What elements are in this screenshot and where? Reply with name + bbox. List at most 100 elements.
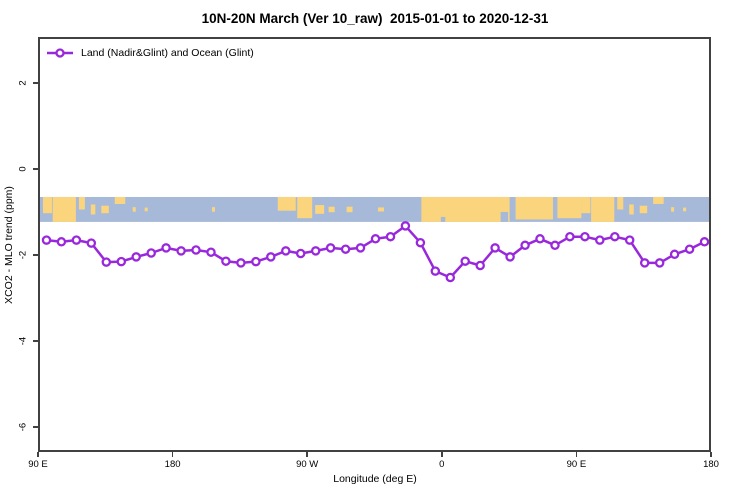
x-tick-label: 90 E (28, 459, 48, 470)
chart-canvas (40, 196, 709, 283)
map-strip-land (629, 204, 634, 215)
y-tick-mark (33, 168, 38, 170)
map-strip-water (440, 216, 446, 222)
data-point-marker (146, 248, 156, 258)
x-axis-title: Longitude (deg E) (333, 473, 417, 485)
map-strip-land (581, 196, 591, 214)
y-tick-label: -2 (17, 250, 29, 260)
data-point-marker (490, 243, 500, 253)
legend-line-marker-icon (47, 48, 73, 58)
map-strip-land (52, 196, 76, 222)
map-strip-land (617, 196, 624, 210)
data-point-marker (400, 221, 411, 231)
data-point-marker (295, 248, 306, 259)
data-point-marker (699, 237, 709, 247)
map-strip-land (346, 206, 353, 213)
map-strip-land (683, 207, 687, 212)
data-point-marker (624, 235, 635, 245)
map-strip-water (500, 211, 509, 222)
map-strip-land (90, 204, 96, 215)
y-axis-title: XCO2 - MLO trend (ppm) (3, 186, 15, 304)
x-tick-mark (575, 452, 578, 457)
data-point-marker (71, 235, 82, 245)
y-tick-mark (33, 340, 38, 342)
data-point-marker (475, 260, 485, 271)
data-point-marker (116, 256, 127, 267)
data-point-marker (281, 246, 291, 256)
y-tick-mark (33, 254, 38, 256)
y-tick-label: 0 (17, 166, 29, 172)
map-strip-land (114, 196, 126, 204)
y-tick-mark (33, 426, 38, 428)
map-strip-land (671, 207, 675, 212)
x-tick-mark (441, 452, 443, 457)
data-point-marker (370, 234, 381, 244)
data-point-marker (325, 243, 336, 253)
x-tick-mark (37, 452, 39, 457)
map-strip-land (639, 205, 648, 214)
data-point-marker (385, 231, 396, 242)
data-point-marker (550, 240, 560, 251)
map-strip-land (328, 206, 335, 213)
data-point-marker (131, 252, 141, 262)
data-point-marker (595, 235, 605, 245)
y-tick-mark (33, 82, 38, 84)
data-point-marker (520, 240, 530, 251)
data-point-marker (654, 258, 665, 268)
data-point-marker (669, 249, 680, 260)
map-strip-land (515, 196, 553, 220)
data-point-marker (610, 231, 620, 242)
map-strip-land (101, 205, 109, 214)
data-point-marker (310, 246, 321, 256)
data-point-marker (340, 244, 351, 254)
data-point-marker (41, 235, 52, 245)
data-point-marker (101, 257, 112, 267)
map-strip-land (78, 196, 85, 210)
x-tick-mark (710, 452, 712, 457)
chart-title: 10N-20N March (Ver 10_raw) 2015-01-01 to… (201, 11, 549, 26)
x-tick-label: 180 (164, 459, 181, 470)
data-point-marker (176, 246, 186, 256)
x-tick-label: 0 (439, 459, 445, 470)
x-tick-mark (306, 452, 308, 457)
data-point-marker (445, 272, 456, 283)
data-point-marker (415, 237, 426, 248)
x-tick-label: 180 (703, 459, 719, 470)
data-point-marker (191, 245, 201, 255)
map-strip-land (557, 196, 582, 219)
data-point-marker (684, 244, 695, 254)
data-point-marker (430, 266, 441, 276)
map-strip-land (315, 205, 325, 214)
data-point-marker (355, 243, 366, 253)
legend-label: Land (Nadir&Glint) and Ocean (Glint) (81, 47, 254, 59)
x-tick-label: 90 W (296, 459, 319, 470)
map-strip-land (132, 207, 136, 212)
legend: Land (Nadir&Glint) and Ocean (Glint) (46, 46, 254, 60)
data-point-marker (86, 238, 97, 248)
data-point-marker (236, 258, 246, 268)
map-strip-land (211, 207, 215, 212)
map-strip-land (297, 196, 313, 219)
plot-area: Land (Nadir&Glint) and Ocean (Glint) (38, 37, 711, 452)
y-tick-label: -4 (17, 336, 29, 346)
data-point-marker (161, 243, 171, 253)
map-strip-land (421, 196, 510, 222)
data-point-marker (460, 256, 470, 266)
x-tick-label: 90 E (566, 459, 587, 470)
y-tick-label: -6 (17, 422, 29, 432)
data-point-marker (221, 256, 231, 266)
map-strip-land (277, 196, 296, 211)
data-point-marker (580, 231, 590, 242)
data-line (46, 224, 706, 279)
data-point-marker (251, 256, 261, 267)
data-point-marker (206, 247, 216, 257)
x-tick-mark (171, 452, 174, 457)
map-strip-land (42, 196, 52, 214)
map-strip-land (591, 196, 615, 222)
y-tick-label: 2 (17, 80, 29, 86)
map-strip-land (653, 196, 664, 204)
map-strip-land (377, 207, 384, 212)
data-point-marker (266, 252, 276, 262)
data-point-marker (505, 252, 515, 262)
